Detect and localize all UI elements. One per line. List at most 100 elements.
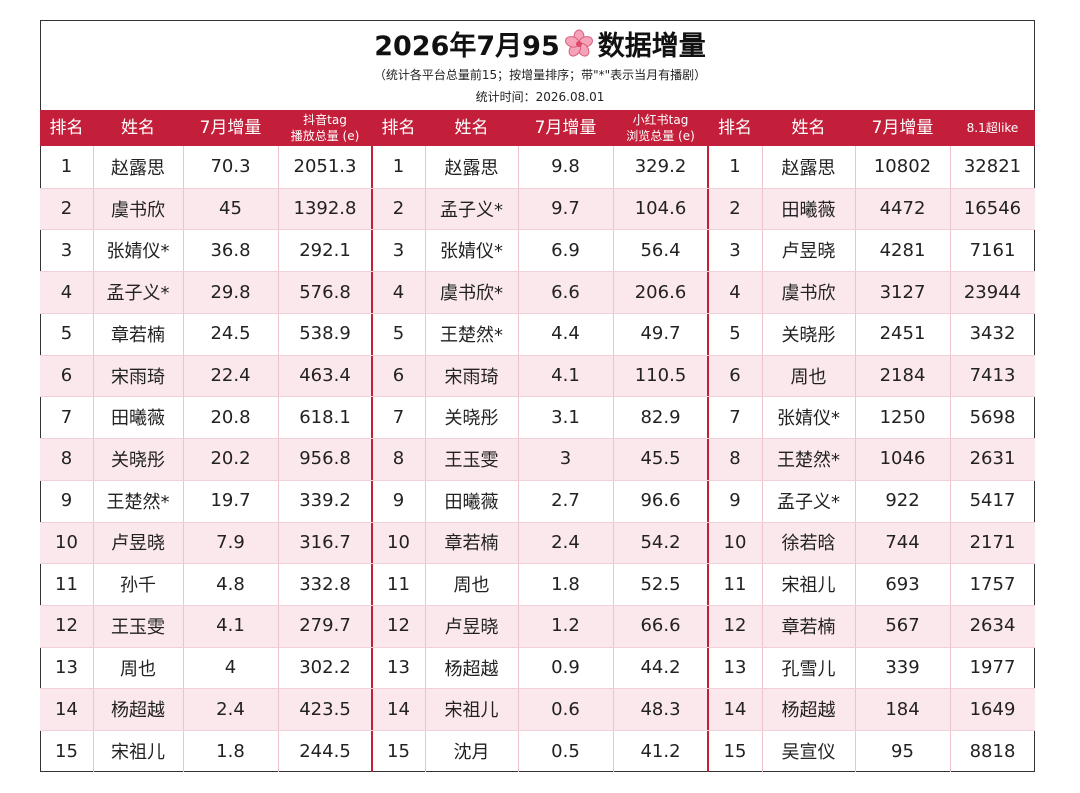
column-header: 姓名 — [93, 110, 183, 146]
table-cell: 463.4 — [278, 354, 372, 397]
title-left: 2026年7月95 — [374, 31, 560, 62]
table-cell: 11 — [723, 573, 747, 595]
table-cell: 2171 — [950, 521, 1035, 564]
table-cell: 104.6 — [613, 187, 708, 230]
column-header: 7月增量 — [518, 110, 613, 146]
stat-date: 统计时间：2026.08.01 — [475, 90, 605, 104]
table-cell: 宋祖儿 — [425, 688, 518, 731]
table-cell: 4 — [224, 657, 237, 679]
table-cell: 宋雨琦 — [425, 354, 518, 397]
table-cell: 6.6 — [518, 271, 613, 313]
table-cell: 2184 — [855, 354, 950, 397]
table-cell: 王玉雯 — [93, 605, 183, 647]
table-cell: 卢昱晓 — [425, 605, 518, 647]
row-divider — [40, 438, 1035, 440]
header-line: 排名 — [381, 118, 416, 138]
table-cell: 4.8 — [216, 573, 245, 595]
table-cell: 7413 — [950, 354, 1035, 397]
table-cell: 12 — [40, 605, 93, 647]
table-cell: 13 — [387, 657, 410, 679]
row-divider — [40, 354, 1035, 356]
table-cell: 0.5 — [551, 740, 580, 762]
table-cell: 6 — [708, 354, 762, 397]
table-cell: 王楚然* — [440, 324, 503, 346]
row-divider — [40, 563, 1035, 565]
table-cell: 孟子义* — [93, 271, 183, 313]
table-cell: 316.7 — [278, 521, 372, 564]
table-cell: 14 — [40, 688, 93, 731]
table-cell: 244.5 — [299, 740, 351, 762]
table-cell: 孔雪儿 — [781, 658, 836, 680]
table-cell: 关晓彤 — [444, 408, 499, 430]
column-divider — [855, 146, 856, 772]
row-divider — [40, 312, 1035, 314]
table-cell: 4 — [40, 271, 93, 313]
table-cell: 11 — [387, 573, 410, 595]
row-divider — [40, 271, 1035, 273]
table-cell: 279.7 — [278, 605, 372, 647]
table-cell: 2 — [40, 187, 93, 230]
table-cell: 15 — [387, 740, 410, 762]
table-cell: 3.1 — [551, 406, 580, 428]
column-divider — [518, 146, 519, 772]
table-cell: 8 — [708, 438, 762, 480]
header-line: 7月增量 — [199, 118, 262, 138]
column-header: 8.1超like — [950, 110, 1035, 146]
table-cell: 20.2 — [183, 438, 278, 480]
table-cell: 2.7 — [551, 490, 580, 512]
table-cell: 70.3 — [210, 156, 251, 178]
header-line: 7月增量 — [534, 118, 597, 138]
table-cell: 3432 — [969, 323, 1016, 345]
table-cell: 宋祖儿 — [111, 742, 165, 764]
table-cell: 6.9 — [551, 239, 580, 261]
column-divider — [613, 146, 614, 772]
table-cell: 54.2 — [613, 521, 708, 564]
table-cell: 赵露思 — [781, 157, 836, 179]
table-cell: 19.7 — [210, 490, 251, 512]
table-cell: 4281 — [879, 239, 926, 261]
table-cell: 2631 — [950, 438, 1035, 480]
table-cell: 45 — [183, 187, 278, 230]
table-cell: 10 — [40, 521, 93, 564]
table-cell: 8818 — [969, 740, 1016, 762]
table-cell: 618.1 — [299, 406, 351, 428]
table-cell: 杨超越 — [444, 658, 499, 680]
table-cell: 1649 — [950, 688, 1035, 731]
header-line: 抖音tag — [303, 113, 347, 127]
table-cell: 周也 — [453, 575, 490, 597]
table-cell: 9 — [729, 490, 741, 512]
table-cell: 11 — [55, 573, 78, 595]
table-cell: 张婧仪* — [440, 241, 503, 263]
row-divider — [40, 730, 1035, 732]
table-cell: 2051.3 — [293, 156, 357, 178]
column-header: 抖音tag 播放总量 (e) — [278, 110, 372, 146]
row-divider — [40, 187, 1035, 189]
table-cell: 44.2 — [640, 657, 681, 679]
table-cell: 29.8 — [183, 271, 278, 313]
table-cell: 15 — [723, 740, 747, 762]
table-cell: 14 — [708, 688, 762, 731]
table-cell: 4 — [708, 271, 762, 313]
table-cell: 206.6 — [613, 271, 708, 313]
table-cell: 329.2 — [634, 156, 687, 178]
table-cell: 孙千 — [120, 575, 156, 597]
table-cell: 9.7 — [518, 187, 613, 230]
column-divider — [950, 146, 951, 772]
table-cell: 339 — [885, 657, 920, 679]
table-cell: 1 — [392, 156, 405, 178]
table-cell: 538.9 — [299, 323, 351, 345]
table-cell: 56.4 — [640, 239, 681, 261]
table-cell: 32821 — [963, 156, 1022, 178]
table-cell: 孟子义* — [777, 491, 840, 513]
header-line: 浏览总量 (e) — [626, 129, 695, 143]
table-cell: 23944 — [950, 271, 1035, 313]
table-cell: 339.2 — [299, 490, 351, 512]
table-cell: 0.6 — [518, 688, 613, 731]
table-cell: 9 — [60, 490, 73, 512]
table-cell: 110.5 — [613, 354, 708, 397]
column-header: 姓名 — [762, 110, 855, 146]
table-cell: 杨超越 — [93, 688, 183, 731]
table-cell: 15 — [55, 740, 78, 762]
table-cell: 1.2 — [518, 605, 613, 647]
header-line: 姓名 — [454, 118, 489, 138]
